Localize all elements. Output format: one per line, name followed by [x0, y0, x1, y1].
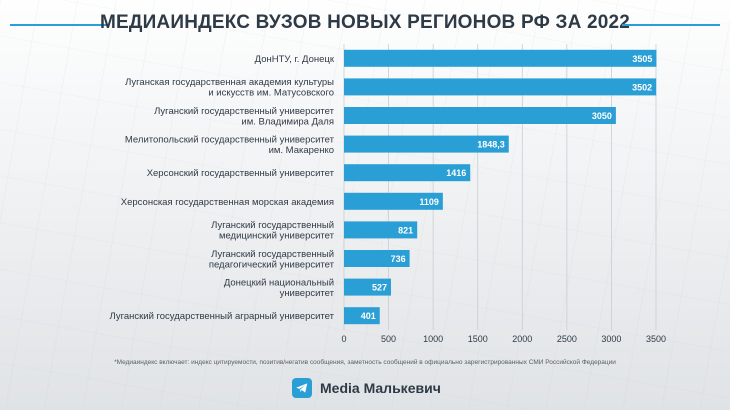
category-label-9: Луганский государственный аграрный униве… — [109, 311, 334, 322]
category-label-2: Луганский государственный университет им.… — [154, 106, 335, 128]
chart-title: МЕДИАИНДЕКС ВУЗОВ НОВЫХ РЕГИОНОВ РФ ЗА 2… — [99, 12, 631, 33]
value-label-1: 3502 — [632, 82, 652, 92]
category-label-6: Луганский государственный медицинский уни… — [211, 220, 334, 242]
x-tick-label-5: 2500 — [557, 334, 577, 344]
bar-8 — [344, 278, 391, 296]
category-label-line: ДонНТУ, г. Донецк — [255, 54, 335, 65]
brand: Media Малькевич — [292, 378, 441, 398]
x-tick-label-4: 2000 — [512, 334, 532, 344]
category-label-line: педагогический университет — [209, 259, 335, 270]
bar-chart: 3505 ДонНТУ, г. Донецк 3502 Луганская госуд… — [109, 44, 666, 344]
category-label-line: Мелитопольский государственный университ… — [125, 134, 335, 145]
value-label-3: 1848,3 — [477, 140, 505, 150]
bar-1 — [344, 78, 657, 96]
category-label-1: Луганская государственная академия культ… — [125, 77, 334, 99]
x-tick-label-1: 500 — [381, 334, 396, 344]
x-tick-label-0: 0 — [341, 334, 346, 344]
category-label-line: Луганский государственный университет — [154, 106, 335, 117]
category-label-line: им. Владимира Даля — [241, 116, 334, 127]
category-label-line: и искусств им. Матусовского — [208, 88, 334, 99]
value-label-0: 3505 — [632, 54, 652, 64]
brand-name: Media Малькевич — [320, 380, 441, 396]
category-label-5: Херсонская государственная морская акаде… — [121, 197, 334, 208]
value-label-2: 3050 — [592, 111, 612, 121]
bar-5 — [344, 192, 443, 210]
category-label-3: Мелитопольский государственный университ… — [125, 134, 335, 156]
x-tick-label-7: 3500 — [646, 334, 666, 344]
category-label-line: им. Макаренко — [269, 145, 334, 156]
bar-0 — [344, 49, 657, 67]
value-label-5: 1109 — [419, 197, 439, 207]
category-label-0: ДонНТУ, г. Донецк — [255, 54, 335, 65]
category-label-line: университет — [280, 288, 335, 299]
category-label-7: Луганский государственный педагогический … — [209, 249, 335, 271]
category-label-line: Луганский государственный — [211, 220, 334, 231]
category-label-line: Луганский государственный аграрный униве… — [109, 311, 334, 322]
bar-3 — [344, 135, 509, 153]
title-rule-right — [622, 24, 720, 26]
telegram-icon — [292, 378, 312, 398]
title-rule-left — [10, 24, 108, 26]
value-label-4: 1416 — [446, 168, 466, 178]
category-label-line: Донецкий национальный — [224, 277, 334, 288]
category-label-line: Луганская государственная академия культ… — [125, 77, 334, 88]
value-label-7: 736 — [391, 254, 406, 264]
x-tick-label-6: 3000 — [601, 334, 621, 344]
value-label-8: 527 — [372, 283, 387, 293]
footnote: *Медиаиндекс включает: индекс цитируемос… — [114, 359, 616, 366]
bar-6 — [344, 221, 418, 239]
x-tick-label-3: 1500 — [468, 334, 488, 344]
value-label-9: 401 — [361, 311, 376, 321]
bar-4 — [344, 164, 471, 182]
bar-7 — [344, 250, 410, 267]
value-label-6: 821 — [398, 225, 413, 235]
x-tick-label-2: 1000 — [423, 334, 443, 344]
bar-9 — [344, 307, 380, 325]
category-label-line: Херсонская государственная морская акаде… — [121, 197, 334, 208]
category-label-line: Луганский государственный — [211, 249, 334, 260]
category-label-4: Херсонский государственный университет — [147, 168, 335, 179]
category-label-line: медицинский университет — [219, 231, 335, 242]
bar-2 — [344, 107, 616, 124]
category-label-8: Донецкий национальный университет — [224, 277, 335, 299]
category-label-line: Херсонский государственный университет — [147, 168, 335, 179]
